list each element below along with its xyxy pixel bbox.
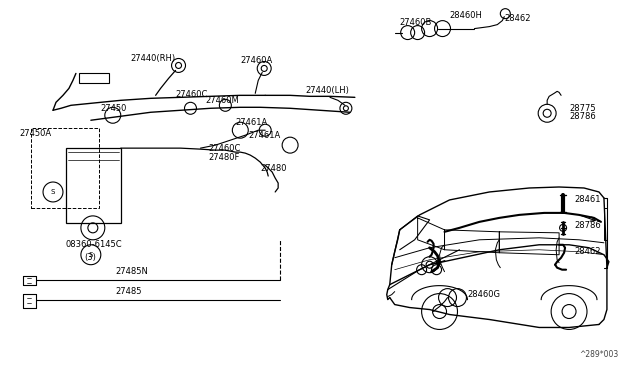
Text: 27461A: 27461A bbox=[248, 131, 280, 140]
Text: 27450: 27450 bbox=[101, 104, 127, 113]
Text: S: S bbox=[89, 252, 93, 258]
Text: 27480: 27480 bbox=[260, 164, 287, 173]
Text: 28461: 28461 bbox=[574, 195, 600, 205]
Text: ^289*003: ^289*003 bbox=[579, 350, 618, 359]
Text: 27460A: 27460A bbox=[240, 56, 273, 65]
Text: 27450A: 27450A bbox=[19, 129, 51, 138]
Text: 28462: 28462 bbox=[504, 14, 531, 23]
Text: 28460G: 28460G bbox=[467, 290, 500, 299]
Text: 27461A: 27461A bbox=[236, 118, 268, 127]
Text: 27460C: 27460C bbox=[209, 144, 241, 153]
Text: 28775: 28775 bbox=[569, 104, 596, 113]
Text: 28462: 28462 bbox=[574, 247, 600, 256]
Text: 27485N: 27485N bbox=[116, 267, 148, 276]
Bar bbox=[79, 73, 109, 83]
Text: 27485: 27485 bbox=[116, 287, 142, 296]
Text: 28460H: 28460H bbox=[449, 11, 483, 20]
Text: 28786: 28786 bbox=[569, 112, 596, 121]
Text: 27460B: 27460B bbox=[400, 18, 432, 27]
Text: 27480F: 27480F bbox=[209, 153, 240, 161]
Text: 27460C: 27460C bbox=[175, 90, 208, 99]
Text: S: S bbox=[51, 189, 55, 195]
Text: 27440(RH): 27440(RH) bbox=[131, 54, 176, 63]
Text: 27460M: 27460M bbox=[205, 96, 239, 105]
Text: 28786: 28786 bbox=[574, 221, 601, 230]
Bar bbox=[31, 128, 99, 208]
Text: (3): (3) bbox=[84, 253, 96, 262]
Text: 08360-6145C: 08360-6145C bbox=[66, 240, 123, 249]
Bar bbox=[66, 148, 121, 223]
Text: 27440(LH): 27440(LH) bbox=[305, 86, 349, 95]
